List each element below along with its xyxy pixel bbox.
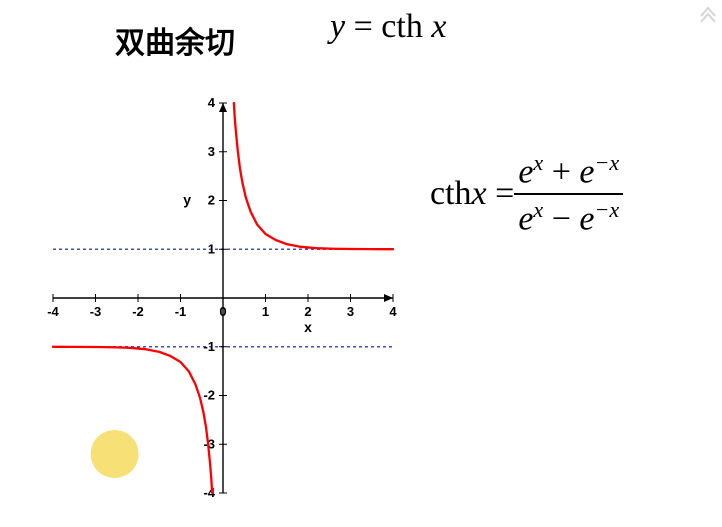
den-a-base: e <box>518 201 533 238</box>
x-tick-label: 1 <box>262 304 269 319</box>
x-tick-label: -2 <box>132 304 144 319</box>
den-b-exp: −x <box>595 197 620 222</box>
title-chinese: 双曲余切 <box>115 18 235 62</box>
title-eq-x: x <box>431 8 446 45</box>
formula-lhs-var: x <box>472 175 487 212</box>
definition-formula: cthx = ex + e−x ex − e−x <box>430 150 623 239</box>
x-tick-label: -1 <box>175 304 187 319</box>
y-tick-label: -4 <box>203 485 215 500</box>
num-b-base: e <box>579 153 594 190</box>
num-b-exp: −x <box>595 150 620 175</box>
x-tick-label: 0 <box>219 304 226 319</box>
num-a-base: e <box>518 153 533 190</box>
y-tick-label: -2 <box>203 388 215 403</box>
formula-eq: = <box>487 175 515 212</box>
num-a-exp: x <box>533 150 543 175</box>
highlight-dot <box>91 430 139 478</box>
x-axis-label: x <box>304 319 312 335</box>
den-b-base: e <box>579 201 594 238</box>
title-equation: y = cth x <box>330 8 446 46</box>
y-tick-label: 2 <box>208 193 215 208</box>
y-tick-label: 4 <box>208 95 216 110</box>
title-eq-eq: = <box>345 8 381 45</box>
num-op: + <box>543 153 579 190</box>
x-tick-label: 2 <box>304 304 311 319</box>
den-a-exp: x <box>533 197 543 222</box>
x-tick-label: -4 <box>47 304 59 319</box>
title-eq-fn: cth <box>381 8 431 45</box>
y-tick-label: 1 <box>208 241 215 256</box>
y-axis-label: y <box>183 192 191 208</box>
x-tick-label: 3 <box>347 304 354 319</box>
title-eq-y: y <box>330 8 345 45</box>
den-op: − <box>543 201 579 238</box>
formula-lhs-fn: cth <box>430 175 472 212</box>
coth-chart: -4-3-2-101234-4-3-2-11234yx <box>25 95 405 515</box>
x-tick-label: 4 <box>389 304 397 319</box>
up-arrow-icon[interactable] <box>698 4 718 29</box>
y-tick-label: -1 <box>203 339 215 354</box>
x-tick-label: -3 <box>90 304 102 319</box>
y-tick-label: 3 <box>208 144 215 159</box>
